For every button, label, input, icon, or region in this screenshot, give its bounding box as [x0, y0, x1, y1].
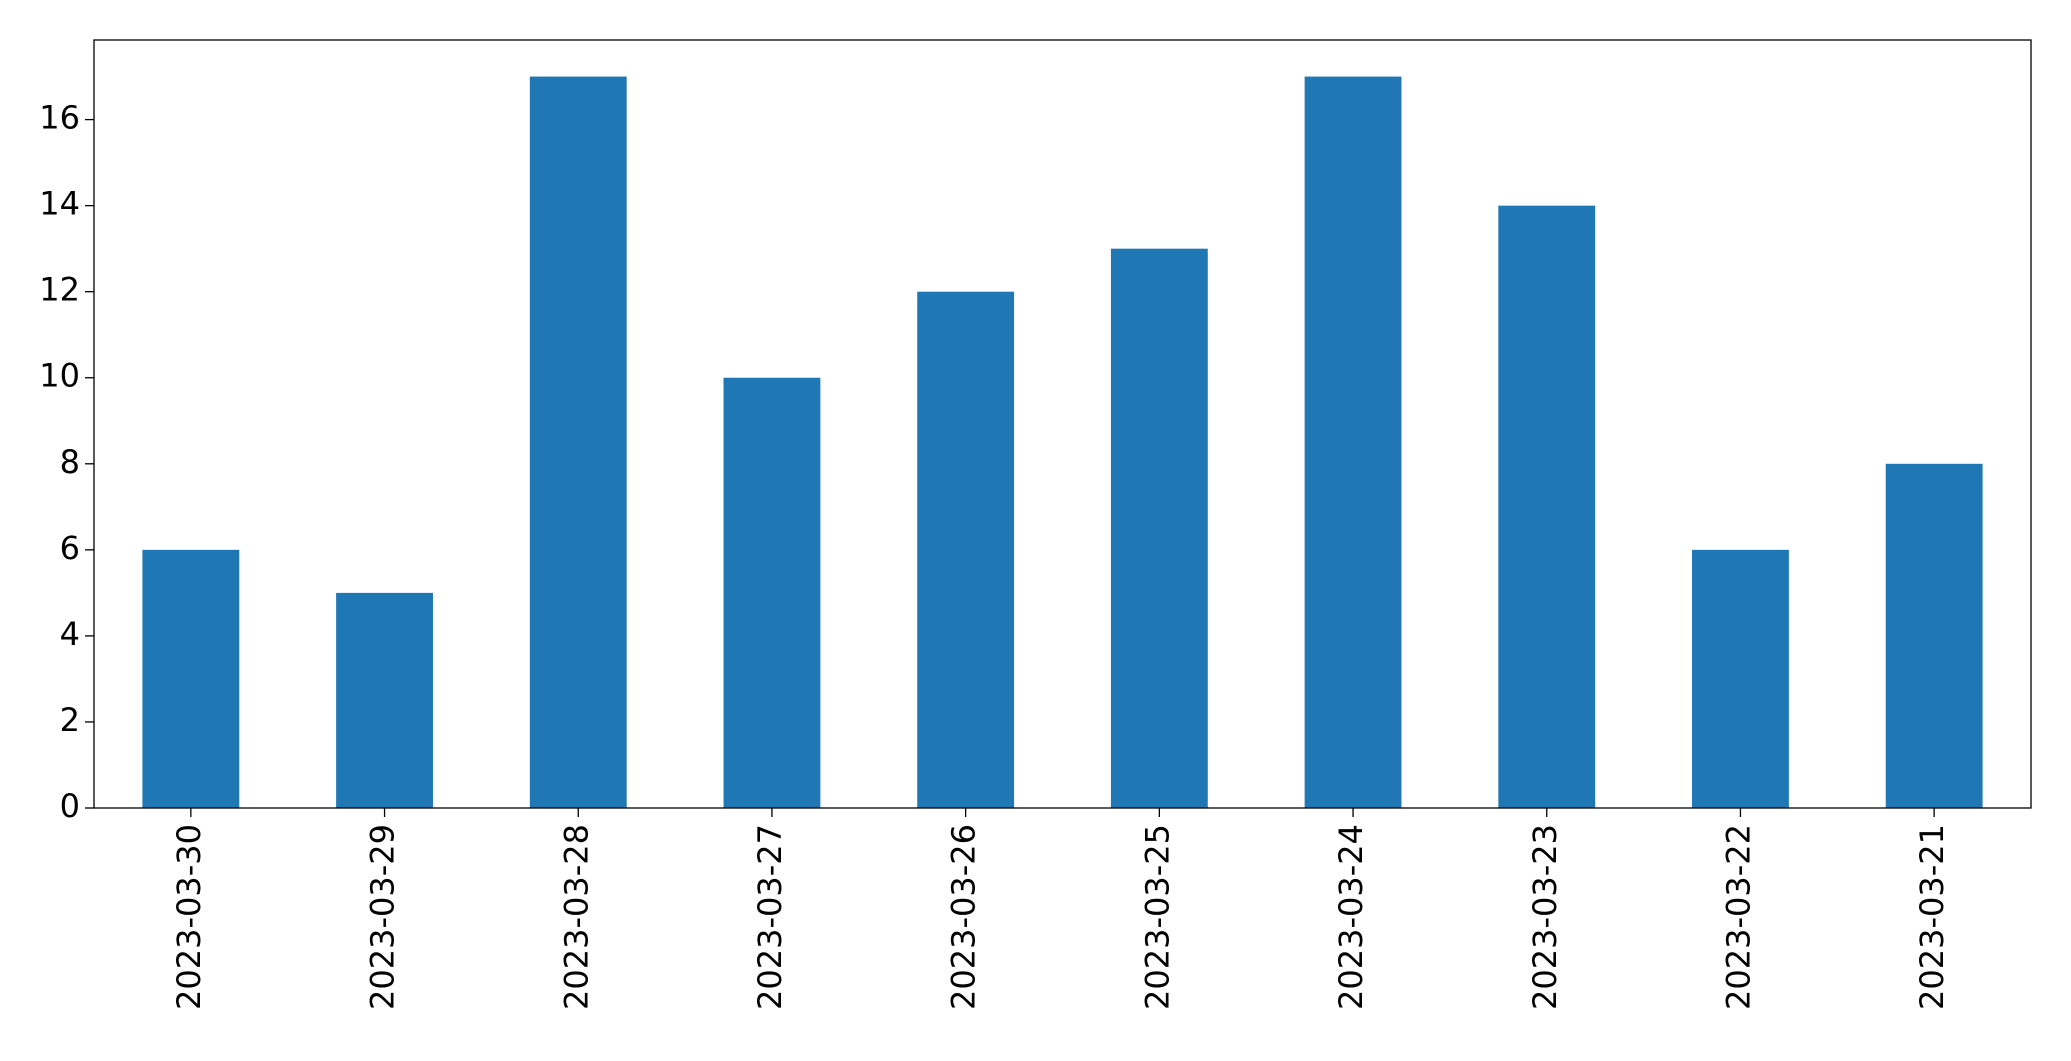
x-tick-label: 2023-03-28 — [557, 824, 595, 1010]
y-tick-label: 6 — [60, 529, 80, 567]
x-tick-label: 2023-03-23 — [1526, 824, 1564, 1010]
bar — [142, 549, 240, 808]
bar — [917, 291, 1015, 808]
x-tick-label: 2023-03-27 — [751, 824, 789, 1010]
x-tick-label: 2023-03-29 — [364, 824, 402, 1010]
bar — [1692, 549, 1789, 808]
bar — [1304, 76, 1402, 809]
x-tick-label: 2023-03-26 — [945, 824, 983, 1010]
bar — [1885, 463, 1983, 808]
y-tick-label: 14 — [39, 185, 80, 223]
x-tick-label: 2023-03-30 — [170, 824, 208, 1010]
bar — [723, 377, 821, 808]
y-tick-label: 2 — [60, 701, 80, 739]
x-tick-label: 2023-03-24 — [1332, 824, 1370, 1010]
y-tick-label: 4 — [60, 615, 80, 653]
bar — [1110, 248, 1208, 809]
bar — [336, 592, 433, 808]
y-tick-label: 10 — [39, 357, 80, 395]
bar — [1498, 205, 1596, 808]
y-tick-label: 0 — [60, 787, 80, 825]
x-tick-label: 2023-03-25 — [1138, 824, 1176, 1010]
x-tick-label: 2023-03-22 — [1719, 824, 1757, 1010]
y-tick-label: 12 — [39, 271, 80, 309]
y-tick-label: 8 — [60, 443, 80, 481]
x-tick-label: 2023-03-21 — [1913, 824, 1951, 1010]
plot-frame — [93, 39, 2032, 809]
y-tick-label: 16 — [39, 99, 80, 137]
bar — [529, 76, 627, 809]
